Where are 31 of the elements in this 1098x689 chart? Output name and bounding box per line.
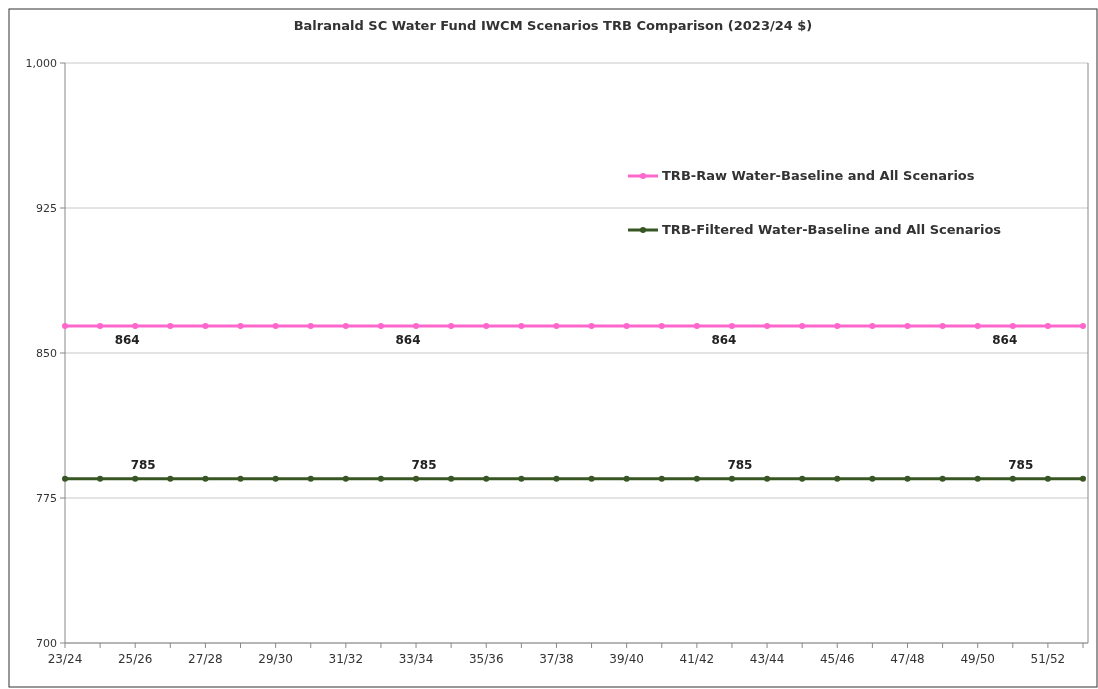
y-tick-label: 775 <box>36 492 57 505</box>
x-tick-label: 37/38 <box>539 652 574 666</box>
y-tick-label: 700 <box>36 637 57 650</box>
y-tick-label: 1,000 <box>25 57 57 70</box>
y-tick-label: 850 <box>36 347 57 360</box>
data-label: 864 <box>711 332 737 347</box>
legend-label: TRB-Filtered Water-Baseline and All Scenarios <box>662 222 1002 237</box>
legend-label: TRB-Raw Water-Baseline and All Scenarios <box>662 168 975 183</box>
x-tick-label: 49/50 <box>960 652 995 666</box>
data-label: 785 <box>411 457 437 472</box>
data-label: 864 <box>114 332 140 347</box>
x-tick-label: 25/26 <box>117 652 153 666</box>
x-tick-label: 39/40 <box>609 652 644 666</box>
chart-title: Balranald SC Water Fund IWCM Scenarios TRB Comparison (2023/24 $) <box>293 18 813 33</box>
data-label: 785 <box>130 457 156 472</box>
data-label: 785 <box>727 457 753 472</box>
x-tick-label: 41/42 <box>679 652 715 666</box>
x-tick-label: 27/28 <box>188 652 223 666</box>
x-tick-label: 47/48 <box>890 652 925 666</box>
x-tick-label: 23/24 <box>47 652 83 666</box>
x-tick-label: 51/52 <box>1030 652 1066 666</box>
x-tick-label: 43/44 <box>749 652 785 666</box>
data-label: 864 <box>992 332 1018 347</box>
x-tick-label: 45/46 <box>819 652 855 666</box>
x-tick-label: 29/30 <box>258 652 293 666</box>
x-tick-label: 33/34 <box>398 652 434 666</box>
y-tick-label: 925 <box>36 202 57 215</box>
x-tick-label: 35/36 <box>468 652 504 666</box>
data-label: 864 <box>395 332 421 347</box>
data-label: 785 <box>1008 457 1034 472</box>
x-tick-label: 31/32 <box>328 652 364 666</box>
